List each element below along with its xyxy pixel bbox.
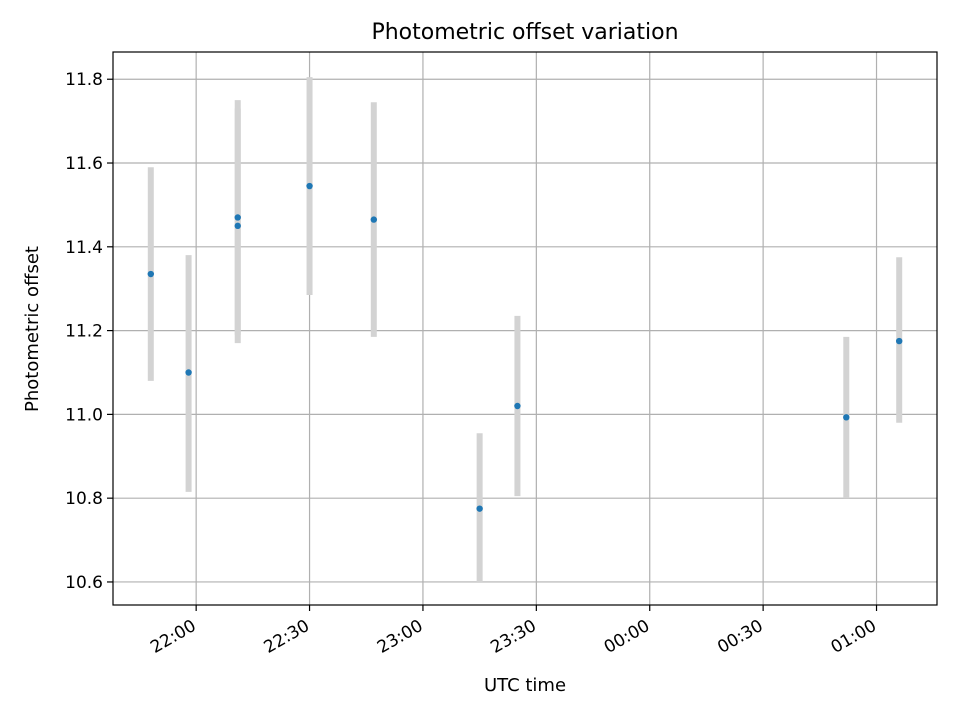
- y-tick-label: 10.8: [65, 489, 103, 509]
- data-point: [843, 414, 850, 421]
- y-axis-label: Photometric offset: [22, 246, 43, 412]
- data-point: [370, 216, 378, 223]
- plot-frame: [112, 51, 938, 606]
- x-tick-label: 23:30: [487, 616, 539, 658]
- y-tick-label: 10.6: [65, 573, 103, 593]
- y-tick-label: 11.2: [65, 322, 103, 342]
- data-point: [234, 214, 241, 221]
- x-tick-label: 23:00: [374, 616, 426, 658]
- data-point: [234, 222, 241, 230]
- y-tick-label: 11.6: [65, 154, 103, 174]
- grid: [113, 52, 937, 605]
- data-point: [147, 270, 154, 278]
- data-point: [476, 505, 483, 512]
- x-tick-label: 01:00: [828, 616, 880, 658]
- x-tick-label: 22:30: [261, 616, 313, 658]
- x-axis-label: UTC time: [484, 675, 566, 696]
- x-tick-label: 00:00: [601, 616, 653, 658]
- data-point: [306, 182, 313, 190]
- y-tick-label: 11.4: [65, 238, 103, 258]
- x-tick-label: 22:00: [147, 616, 199, 658]
- error-bars: [147, 77, 903, 582]
- data-point: [514, 402, 521, 410]
- x-axis-ticks: 22:00 22:30 23:00 23:30 00:00 00:30 01:00: [147, 605, 880, 658]
- data-point: [896, 337, 903, 345]
- x-tick-label: 00:30: [714, 616, 766, 658]
- y-tick-label: 11.8: [65, 70, 103, 90]
- data-points: [147, 182, 903, 512]
- y-axis-ticks: 10.6 10.8 11.0 11.2 11.4 11.6 11.8: [65, 70, 113, 593]
- data-point: [185, 369, 192, 376]
- y-tick-label: 11.0: [65, 405, 103, 425]
- chart-title: Photometric offset variation: [371, 20, 678, 45]
